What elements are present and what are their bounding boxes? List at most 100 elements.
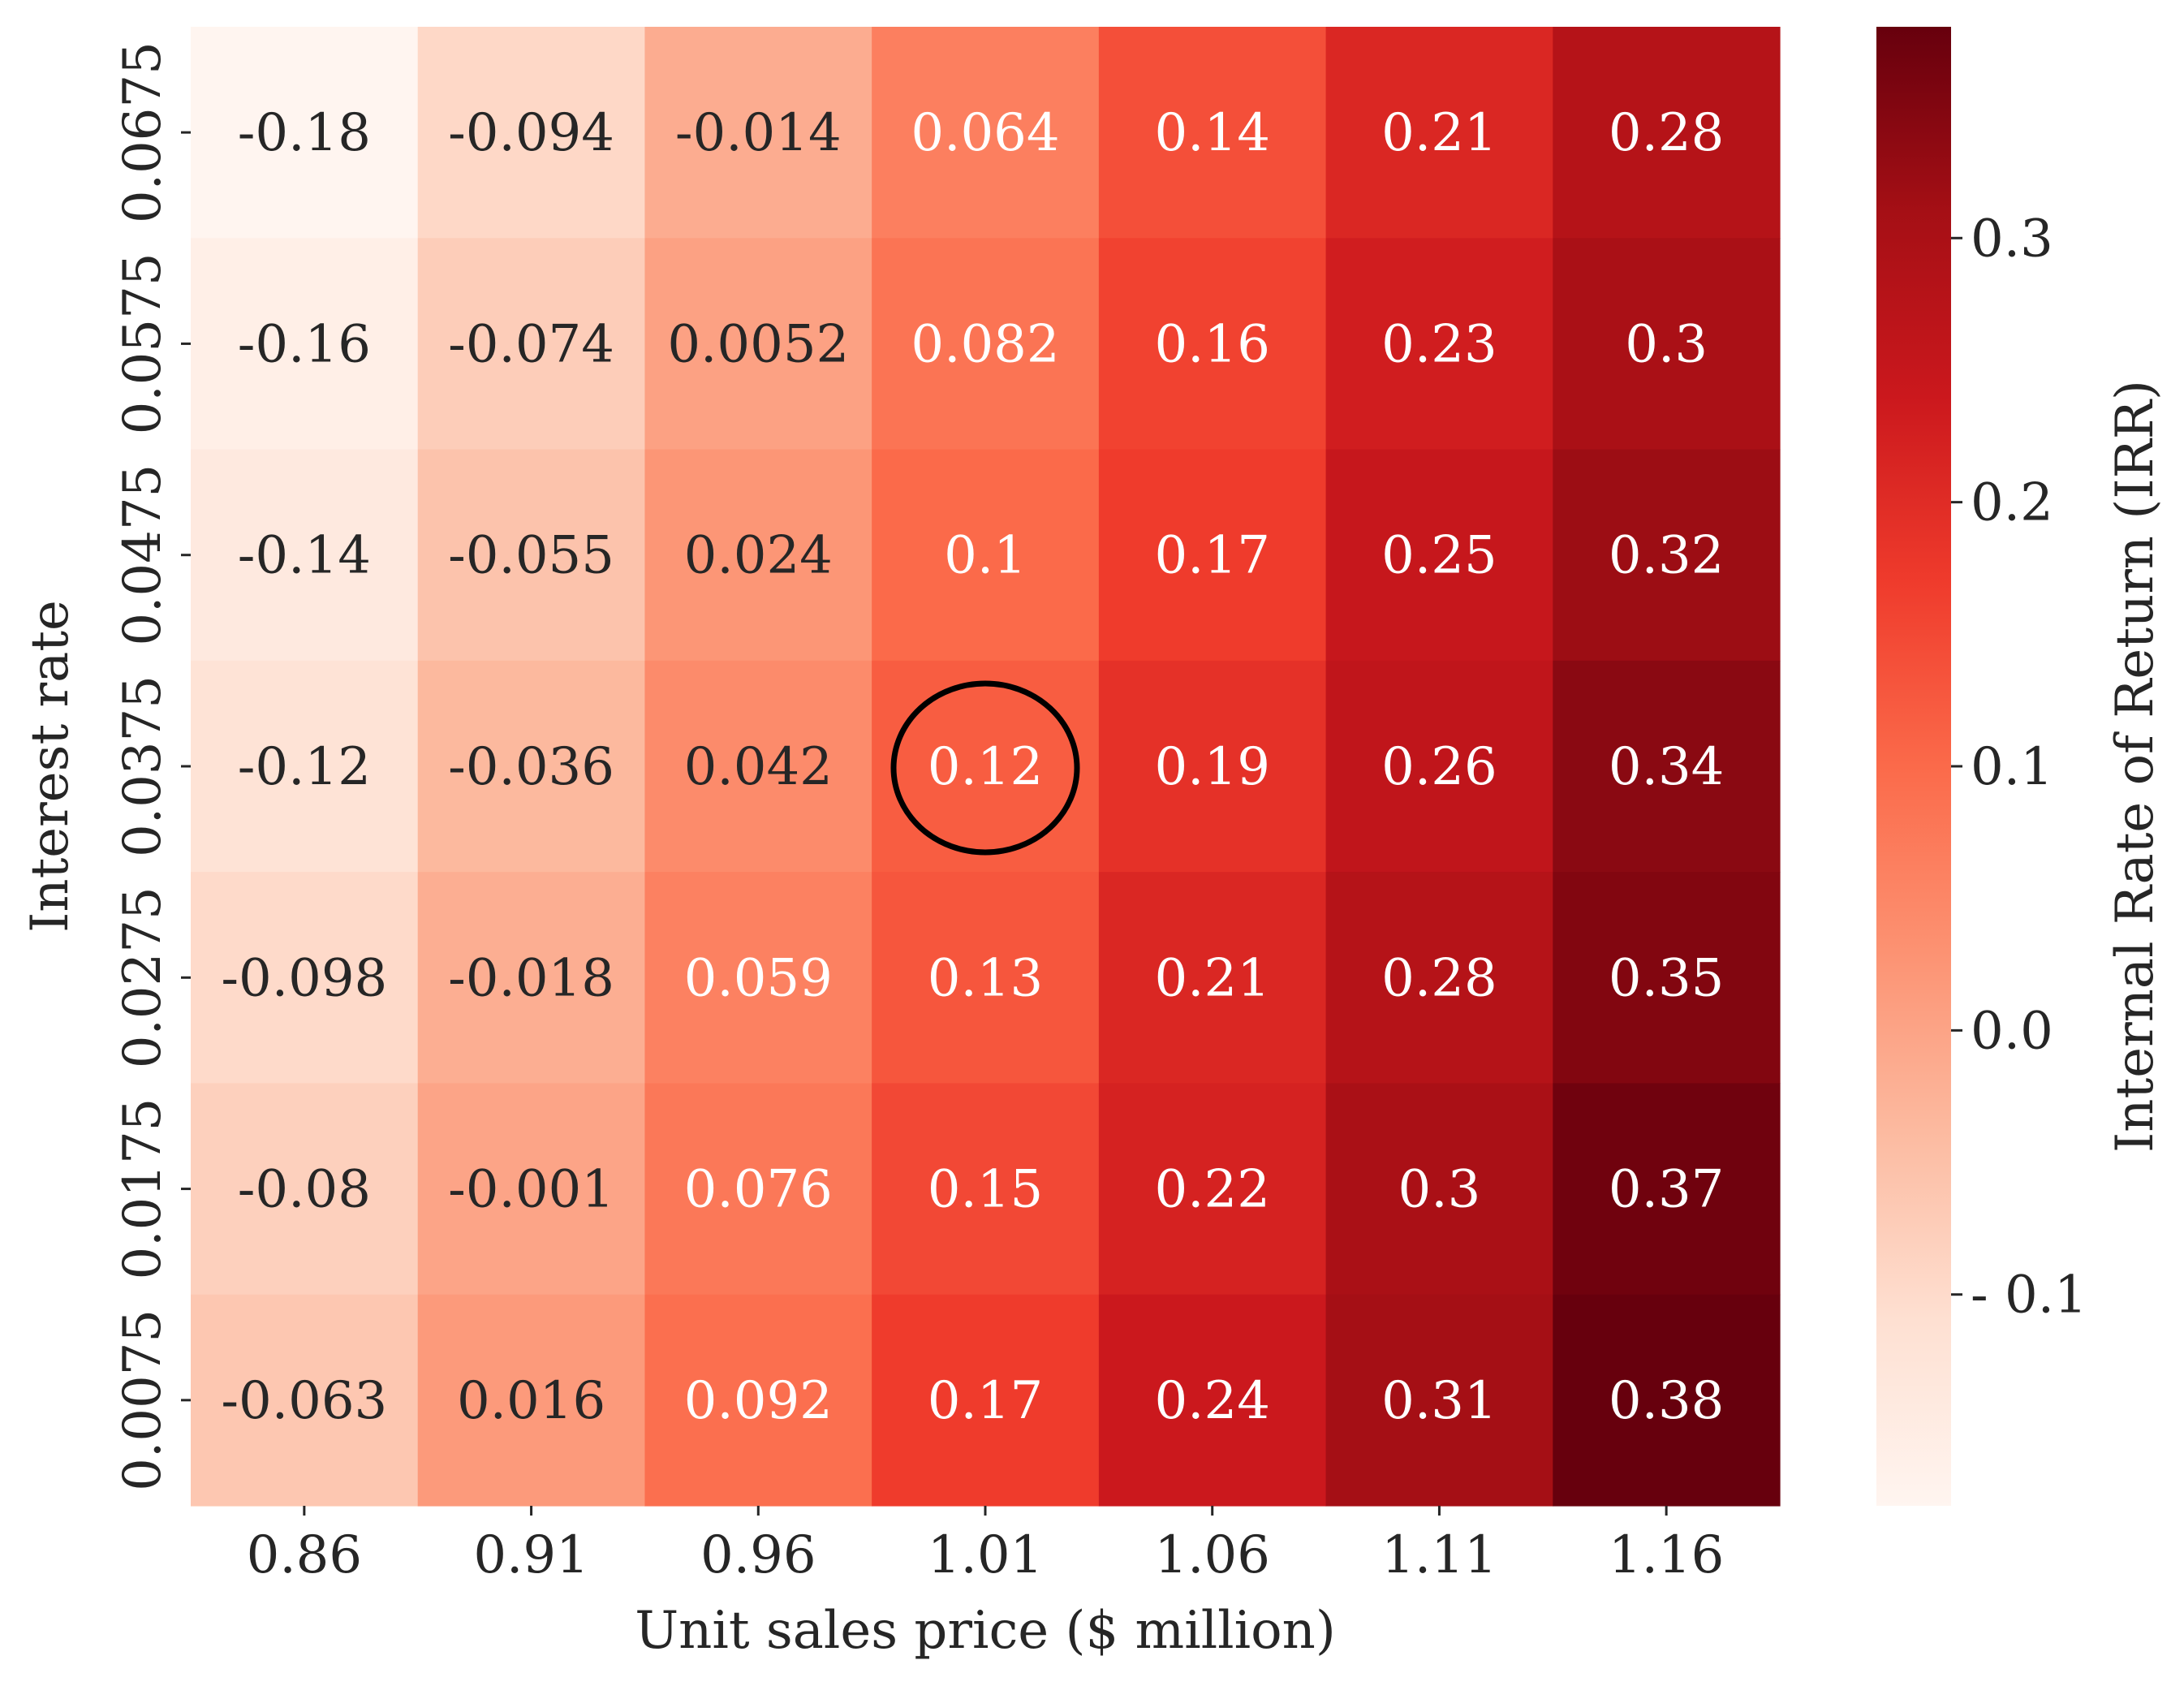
heatmap-cell [417,27,646,239]
heatmap-cell-label: -0.036 [448,737,614,797]
colorbar-gradient [1876,27,1951,1506]
heatmap-cell [644,1294,872,1507]
heatmap-cell-label: 0.17 [928,1371,1044,1431]
heatmap-cell-label: 0.26 [1381,737,1497,797]
heatmap-cell-label: -0.014 [675,103,842,163]
y-tick-label: 0.0475 [113,464,173,646]
colorbar-title: Internal Rate of Return (IRR) [2105,380,2165,1153]
x-tick-label: 0.91 [473,1525,589,1585]
heatmap-cell [1098,1294,1327,1507]
heatmap-cell [1325,1294,1553,1507]
heatmap-cell-label: 0.16 [1154,314,1270,374]
heatmap-cell-label: 0.34 [1609,737,1725,797]
heatmap-cell-label: 0.059 [684,948,833,1008]
colorbar-tick-label: 0.0 [1971,1001,2053,1061]
heatmap-cell [417,449,646,662]
heatmap-cell [644,872,872,1084]
heatmap-cell-label: 0.1 [944,526,1027,586]
heatmap-cell [1325,1083,1553,1296]
heatmap-cell-label: 0.0052 [667,314,849,374]
heatmap-cell-label: 0.13 [928,948,1044,1008]
heatmap-cell-label: 0.12 [928,737,1044,797]
colorbar-tick-label: 0.3 [1971,209,2053,269]
heatmap-cell-label: -0.12 [238,737,371,797]
heatmap-cell [872,1294,1100,1507]
colorbar: 0.3 0.2 0.1 0.0 - 0.1 [1876,27,2087,1506]
heatmap-cell-label: 0.38 [1609,1371,1725,1431]
heatmap-cell [1098,27,1327,239]
heatmap-cell [191,449,419,662]
colorbar-tick-label: 0.1 [1971,737,2053,797]
heatmap-cell-label: -0.16 [238,314,371,374]
heatmap-cell-label: 0.28 [1381,948,1497,1008]
heatmap-cell [1325,872,1553,1084]
heatmap-cell-label: -0.063 [221,1371,387,1431]
heatmap-cell-label: 0.064 [911,103,1059,163]
heatmap-cell [1553,660,1781,873]
heatmap-cell-label: 0.24 [1154,1371,1270,1431]
heatmap-cell [644,449,872,662]
heatmap-cell [644,27,872,239]
heatmap-cell [417,660,646,873]
heatmap-cell [1325,238,1553,451]
heatmap-cell [1553,1083,1781,1296]
x-tick-label: 1.16 [1609,1525,1725,1585]
heatmap-cell-label: 0.024 [684,526,833,586]
heatmap-cell [1098,238,1327,451]
heatmap-cell [191,27,419,239]
heatmap-cell [872,238,1100,451]
heatmap-cell-label: 0.28 [1609,103,1725,163]
heatmap-cell [191,1083,419,1296]
heatmap-cell-label: 0.21 [1381,103,1497,163]
heatmap-cell-label: 0.35 [1609,948,1725,1008]
heatmap-cell [191,660,419,873]
y-tick-label: 0.0175 [113,1098,173,1280]
heatmap-cell-label: -0.14 [238,526,371,586]
heatmap-cell [1553,872,1781,1084]
heatmap-cell [1553,449,1781,662]
heatmap-cell [1553,238,1781,451]
heatmap-cell-label: 0.076 [684,1160,833,1220]
heatmap-cell [1325,449,1553,662]
heatmap-cell-label: 0.042 [684,737,833,797]
highlight-layer [890,680,1080,856]
heatmap-cell [1098,872,1327,1084]
heatmap-cell-label: 0.19 [1154,737,1270,797]
y-tick-label: 0.0275 [113,886,173,1068]
y-tick-label: 0.0675 [113,41,173,223]
x-tick-label: 1.06 [1154,1525,1270,1585]
x-tick-label: 0.96 [700,1525,816,1585]
x-axis-title: Unit sales price ($ million) [635,1601,1336,1661]
heatmap-cell [417,1294,646,1507]
heatmap-cell-label: -0.18 [238,103,371,163]
heatmap-cell [1325,27,1553,239]
heatmap-cell [1325,660,1553,873]
heatmap-cell-label: 0.15 [928,1160,1044,1220]
y-tick-label: 0.0375 [113,675,173,857]
heatmap-cell [417,238,646,451]
heatmap-cell-label: 0.25 [1381,526,1497,586]
heatmap-cell-label: 0.3 [1398,1160,1481,1220]
y-tick-label: 0.0075 [113,1309,173,1491]
heatmap-cell-label: 0.23 [1381,314,1497,374]
highlight-circle [890,680,1080,856]
heatmap-cell [644,1083,872,1296]
heatmap-cell [1098,660,1327,873]
x-tick-label: 1.11 [1381,1525,1497,1585]
heatmap-cell [1098,1083,1327,1296]
heatmap-cell-label: -0.098 [221,948,387,1008]
heatmap-cell [872,660,1100,873]
y-axis-ticks: 0.0675 0.0575 0.0475 0.0375 0.0275 0.0175 0.00… [113,41,191,1491]
heatmap-cell-label: 0.17 [1154,526,1270,586]
heatmap-cell-label: 0.082 [911,314,1059,374]
heatmap-cell [872,1083,1100,1296]
heatmap-cell-label: 0.21 [1154,948,1270,1008]
x-axis-ticks: 0.86 0.91 0.96 1.01 1.06 1.11 1.16 [247,1506,1725,1585]
heatmap-cell [417,1083,646,1296]
heatmap-cell-label: 0.3 [1625,314,1708,374]
heatmap-cell-label: -0.08 [238,1160,371,1220]
y-tick-label: 0.0575 [113,252,173,434]
heatmap-cell [191,238,419,451]
